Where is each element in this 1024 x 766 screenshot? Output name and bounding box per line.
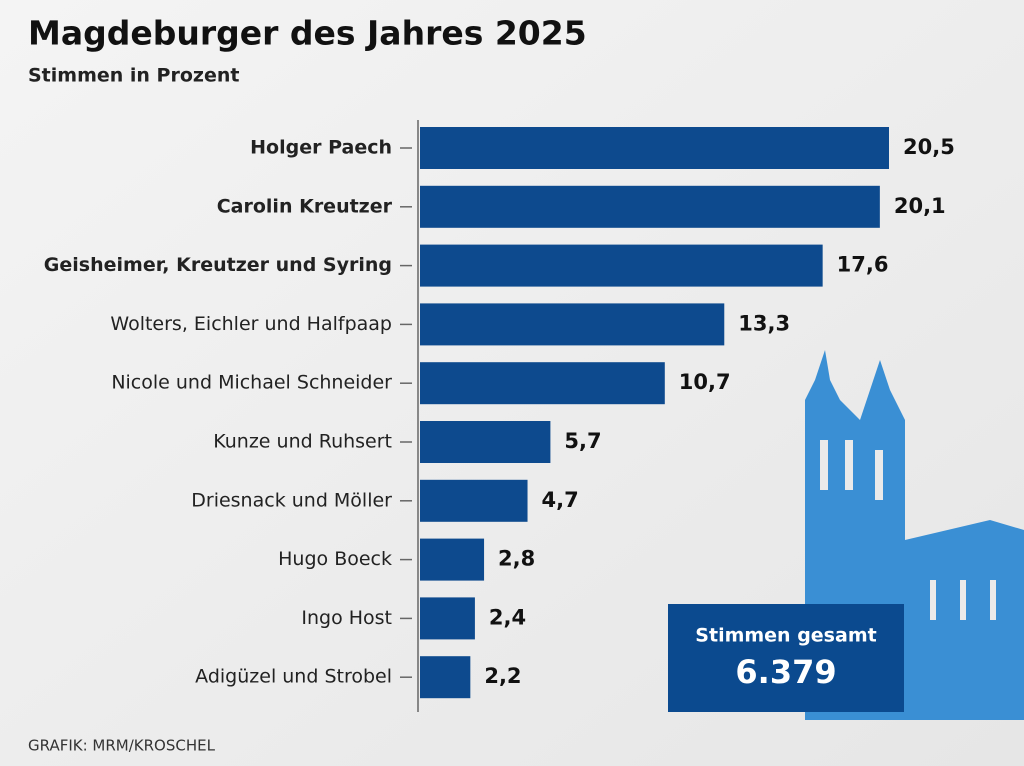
chart-title: Magdeburger des Jahres 2025 [28,14,587,53]
value-label: 13,3 [738,311,790,335]
value-label: 20,5 [903,135,955,159]
bar [420,597,475,640]
bar [420,656,471,699]
category-label: Kunze und Ruhsert [213,431,392,453]
total-value: 6.379 [735,653,836,691]
category-label: Adigüzel und Strobel [195,666,392,688]
value-label: 2,8 [498,547,535,571]
chart-subtitle: Stimmen in Prozent [28,65,239,87]
bar [420,244,823,287]
category-label: Geisheimer, Kreutzer und Syring [44,254,392,276]
total-label: Stimmen gesamt [695,625,876,647]
total-box [668,604,904,712]
bar [420,421,551,463]
bar [420,362,665,405]
value-label: 5,7 [564,429,601,453]
value-label: 4,7 [542,488,579,512]
bar [420,538,485,581]
category-label: Carolin Kreutzer [217,195,393,217]
source: GRAFIK: MRM/KROSCHEL [28,737,216,755]
value-label: 17,6 [837,253,889,277]
category-label: Hugo Boeck [278,548,392,570]
value-label: 2,4 [489,605,526,629]
category-label: Nicole und Michael Schneider [111,372,392,394]
bar [420,185,880,228]
category-label: Driesnack und Möller [191,489,392,511]
bar [420,303,725,346]
value-label: 20,1 [894,194,946,218]
value-label: 10,7 [679,370,731,394]
category-label: Holger Paech [250,137,392,159]
bar [420,479,528,522]
value-label: 2,2 [484,664,521,688]
category-label: Wolters, Eichler und Halfpaap [110,313,392,335]
bar [420,127,889,169]
category-label: Ingo Host [301,607,392,629]
